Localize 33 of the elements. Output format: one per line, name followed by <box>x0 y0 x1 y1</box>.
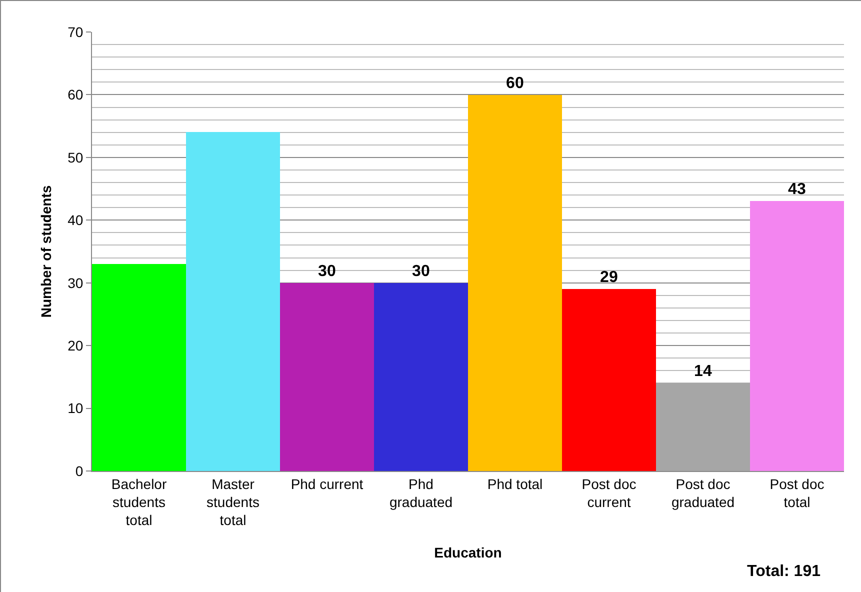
bar <box>750 201 844 471</box>
x-tick-label: Post doc graduated <box>671 476 735 510</box>
x-tick-label: Bachelor students total <box>111 476 167 528</box>
x-tick-label: Phd graduated <box>389 476 453 510</box>
data-label: 29 <box>600 269 618 286</box>
x-tick-label: Post doc current <box>582 476 636 510</box>
data-label: 30 <box>412 263 430 280</box>
bar <box>92 264 186 471</box>
bar <box>280 283 374 471</box>
x-tick-label: Post doc total <box>770 476 824 510</box>
x-axis-title: Education <box>434 544 502 560</box>
y-tick-label: 0 <box>75 462 84 479</box>
y-tick-label: 70 <box>68 24 84 40</box>
bar <box>656 383 750 471</box>
y-tick-label: 60 <box>68 86 84 103</box>
bar <box>186 132 280 471</box>
data-label: 43 <box>788 181 806 198</box>
y-tick-label: 30 <box>68 274 84 291</box>
x-tick-label: Master students total <box>206 476 260 528</box>
x-tick-label: Phd current <box>290 476 364 492</box>
data-label: 14 <box>694 363 712 380</box>
x-tick-label: Phd total <box>487 476 543 492</box>
text: Total: 191 <box>747 563 821 580</box>
bar <box>562 289 656 471</box>
y-axis-title: Number of students <box>38 185 54 318</box>
bar <box>374 283 468 471</box>
y-tick-label: 50 <box>68 149 84 166</box>
bar <box>468 95 562 471</box>
data-label: 60 <box>506 75 524 92</box>
y-tick-label: 40 <box>68 212 84 228</box>
y-tick-label: 10 <box>68 400 84 416</box>
y-tick-label: 20 <box>68 337 84 354</box>
data-label: 30 <box>318 263 336 280</box>
